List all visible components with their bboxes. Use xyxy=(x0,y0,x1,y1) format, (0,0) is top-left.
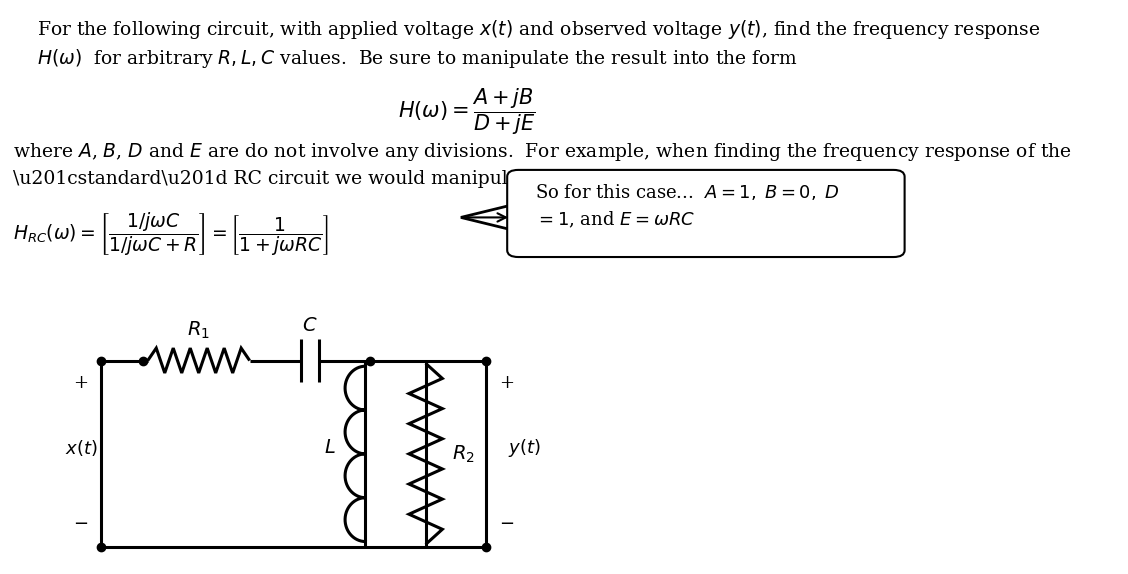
Text: So for this case...  $A = 1,\; B = 0,\; D$: So for this case... $A = 1,\; B = 0,\; D… xyxy=(535,183,839,203)
Text: $-$: $-$ xyxy=(499,513,514,531)
Text: +: + xyxy=(499,374,513,392)
Text: where $A$, $B$, $D$ and $E$ are do not involve any divisions.  For example, when: where $A$, $B$, $D$ and $E$ are do not i… xyxy=(14,141,1073,163)
Text: +: + xyxy=(73,374,89,392)
Text: $\mathbf{\mathit{L}}$: $\mathbf{\mathit{L}}$ xyxy=(324,439,336,457)
Text: For the following circuit, with applied voltage $x(t)$ and observed voltage $y(t: For the following circuit, with applied … xyxy=(36,18,1040,41)
Text: $= 1$, and $E = \omega RC$: $= 1$, and $E = \omega RC$ xyxy=(535,210,695,230)
Text: $\mathbf{\mathit{R_2}}$: $\mathbf{\mathit{R_2}}$ xyxy=(451,443,475,464)
Text: $H_{RC}(\omega) = \left[\dfrac{1/j\omega C}{1/j\omega C + R}\right] = \left[\dfr: $H_{RC}(\omega) = \left[\dfrac{1/j\omega… xyxy=(14,211,329,258)
Text: $y(t)$: $y(t)$ xyxy=(509,437,541,459)
FancyBboxPatch shape xyxy=(508,170,905,257)
Text: $H(\omega)$  for arbitrary $R, L, C$ values.  Be sure to manipulate the result i: $H(\omega)$ for arbitrary $R, L, C$ valu… xyxy=(36,46,797,69)
Text: $x(t)$: $x(t)$ xyxy=(64,438,97,458)
Text: $-$: $-$ xyxy=(73,513,89,531)
Text: $\mathbf{\mathit{C}}$: $\mathbf{\mathit{C}}$ xyxy=(302,317,318,335)
Text: $\mathbf{\mathit{R_1}}$: $\mathbf{\mathit{R_1}}$ xyxy=(187,320,210,341)
Text: \u201cstandard\u201d RC circuit we would manipulate it like this:: \u201cstandard\u201d RC circuit we would… xyxy=(14,170,644,188)
Text: $H(\omega) = \dfrac{A + jB}{D + jE}$: $H(\omega) = \dfrac{A + jB}{D + jE}$ xyxy=(398,86,536,137)
